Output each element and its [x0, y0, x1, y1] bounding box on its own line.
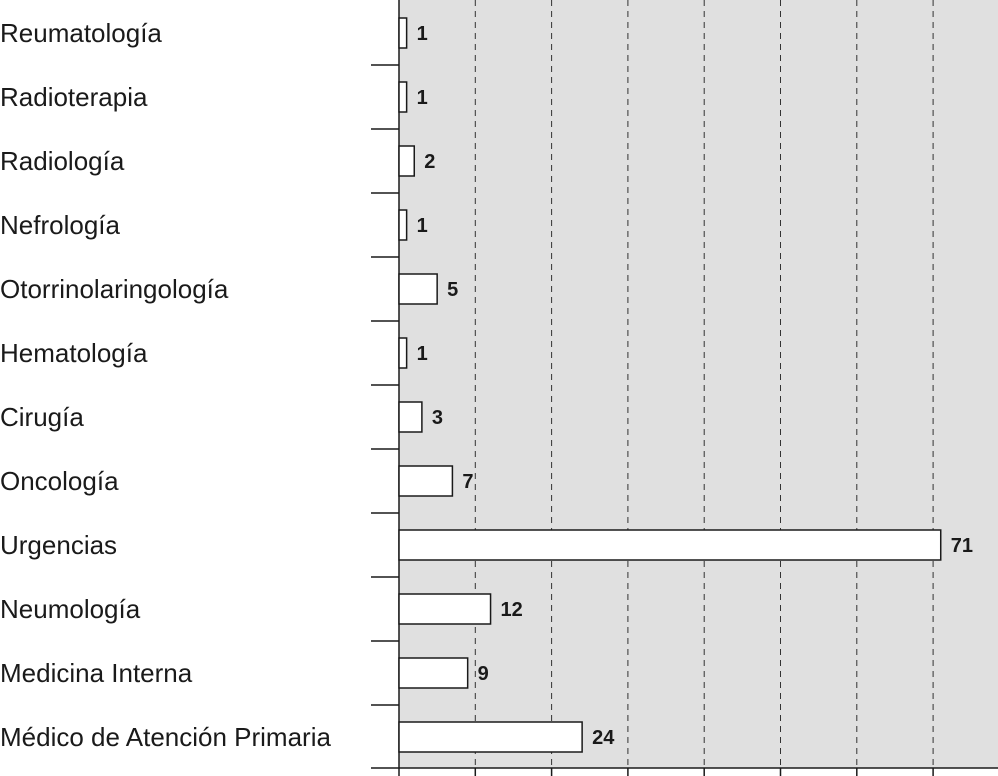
- category-label: Oncología: [0, 466, 119, 496]
- bar: [398, 529, 942, 561]
- category-label: Radiología: [0, 146, 125, 176]
- category-label: Neumología: [0, 594, 141, 624]
- value-label: 1: [417, 343, 428, 365]
- category-label: Médico de Atención Primaria: [0, 722, 331, 752]
- category-labels: Reumatología Radioterapia Radiología Nefrol…: [0, 18, 331, 752]
- bar: [398, 465, 454, 497]
- bar: [398, 721, 583, 753]
- value-label: 1: [417, 215, 428, 237]
- category-label: Otorrinolaringología: [0, 274, 229, 304]
- bar: [398, 337, 408, 369]
- category-label: Hematología: [0, 338, 148, 368]
- value-label: 71: [951, 535, 973, 557]
- value-label: 2: [424, 151, 435, 173]
- value-label: 5: [447, 279, 458, 301]
- category-label: Medicina Interna: [0, 658, 193, 688]
- value-label: 9: [478, 663, 489, 685]
- bars: [398, 17, 942, 753]
- value-label: 24: [592, 727, 615, 749]
- category-label: Reumatología: [0, 18, 162, 48]
- value-label: 12: [501, 599, 523, 621]
- axes: [371, 0, 998, 776]
- category-label: Urgencias: [0, 530, 117, 560]
- bar: [398, 657, 469, 689]
- bar: [398, 81, 408, 113]
- bar: [398, 593, 492, 625]
- value-label: 1: [417, 87, 428, 109]
- value-label: 7: [462, 471, 473, 493]
- plot-background: [399, 0, 998, 768]
- category-label: Nefrología: [0, 210, 120, 240]
- bar: [398, 209, 408, 241]
- value-label: 3: [432, 407, 443, 429]
- category-label: Radioterapia: [0, 82, 148, 112]
- bar: [398, 273, 438, 305]
- bar: [398, 145, 416, 177]
- value-label: 1: [417, 23, 428, 45]
- bar: [398, 17, 408, 49]
- category-label: Cirugía: [0, 402, 84, 432]
- grid-lines: [474, 0, 934, 768]
- bar: [398, 401, 423, 433]
